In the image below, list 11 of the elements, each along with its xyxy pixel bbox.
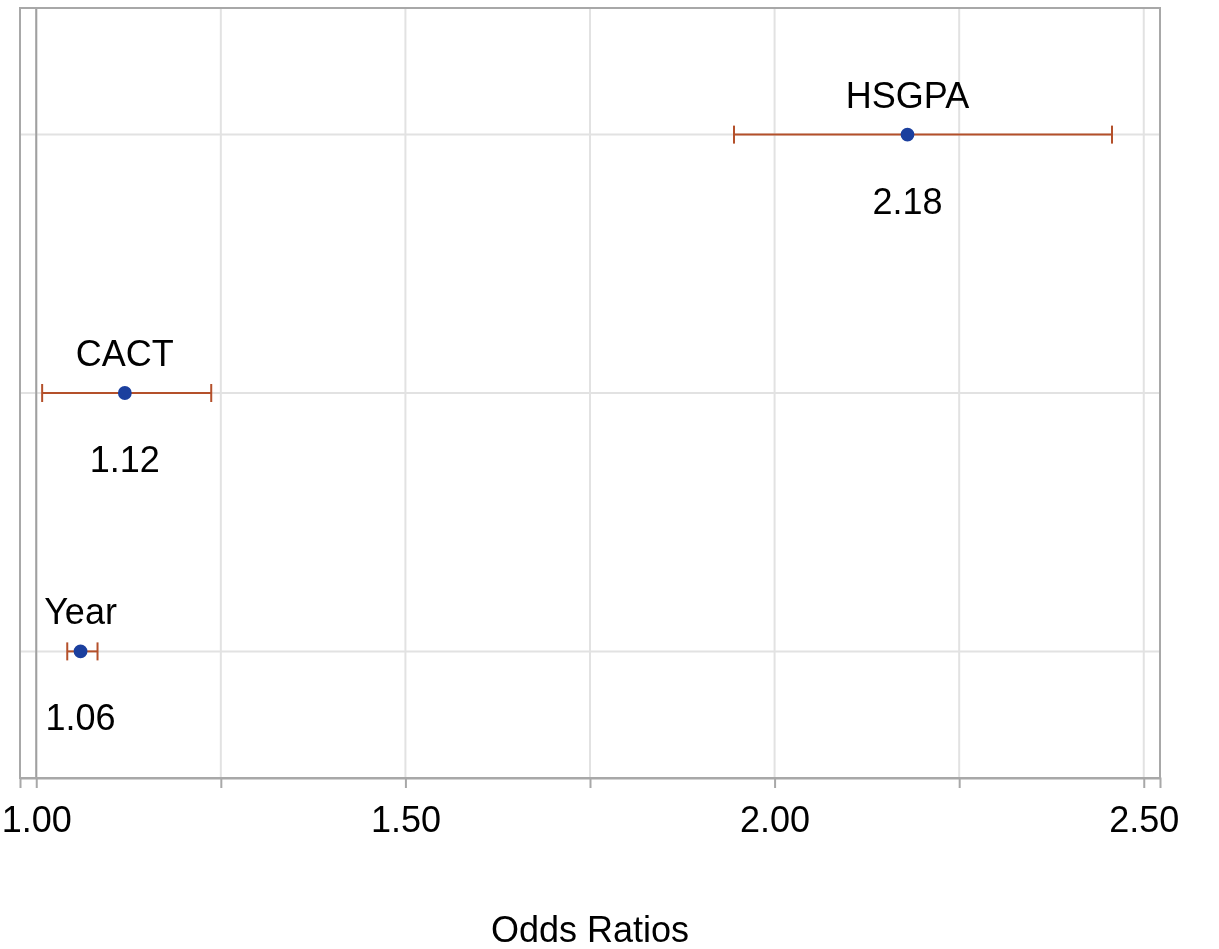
x-tick-label: 1.00 [1,798,72,840]
data-label: 2.18 [872,180,943,222]
y-tick-label: HSGPA [845,74,970,116]
x-tick-label: 2.00 [740,798,811,840]
y-tick-label: CACT [75,333,174,374]
x-tick-label: 2.50 [1109,798,1180,840]
x-tick-label: 1.50 [370,798,441,840]
data-label: 1.06 [45,697,116,739]
y-tick-label: Year [44,591,117,633]
x-axis-title: Odds Ratios [490,909,690,949]
data-label: 1.12 [89,439,160,480]
